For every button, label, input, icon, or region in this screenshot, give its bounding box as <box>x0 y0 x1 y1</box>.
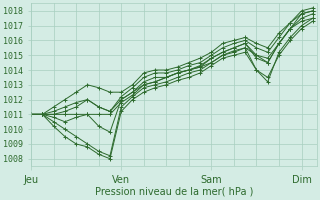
X-axis label: Pression niveau de la mer( hPa ): Pression niveau de la mer( hPa ) <box>95 187 253 197</box>
